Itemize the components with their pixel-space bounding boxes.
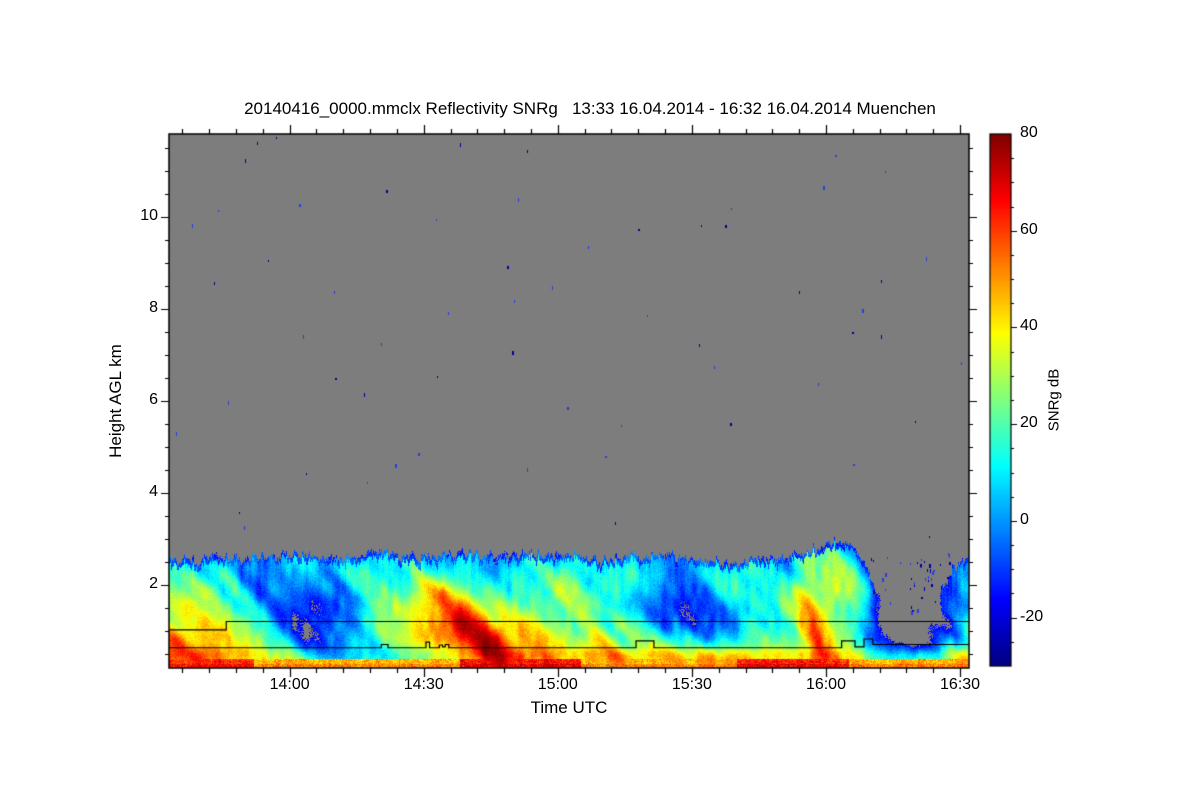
- colorbar-tick-label: 0: [1020, 510, 1029, 528]
- y-tick-label: 6: [149, 391, 158, 408]
- chart-title: 20140416_0000.mmclx Reflectivity SNRg 13…: [244, 99, 936, 118]
- y-tick-label: 8: [149, 298, 158, 316]
- colorbar-tick-label: 60: [1020, 220, 1038, 238]
- y-tick-label: 2: [149, 575, 158, 593]
- x-tick-label: 15:30: [671, 676, 712, 693]
- y-tick-label: 4: [149, 483, 158, 501]
- x-tick-label: 15:00: [537, 676, 578, 693]
- colorbar-tick-label: -20: [1020, 607, 1044, 625]
- x-tick-label: 16:00: [805, 676, 846, 693]
- colorbar-tick-label: 80: [1020, 124, 1038, 141]
- x-tick-label: 16:30: [940, 676, 981, 693]
- colorbar-tick-label: 20: [1020, 414, 1038, 432]
- colorbar-tick-label: 40: [1020, 317, 1038, 335]
- x-tick-label: 14:30: [403, 676, 444, 693]
- x-axis-title: Time UTC: [530, 698, 608, 717]
- y-tick-label: 10: [140, 206, 158, 224]
- x-tick-label: 14:00: [269, 676, 310, 693]
